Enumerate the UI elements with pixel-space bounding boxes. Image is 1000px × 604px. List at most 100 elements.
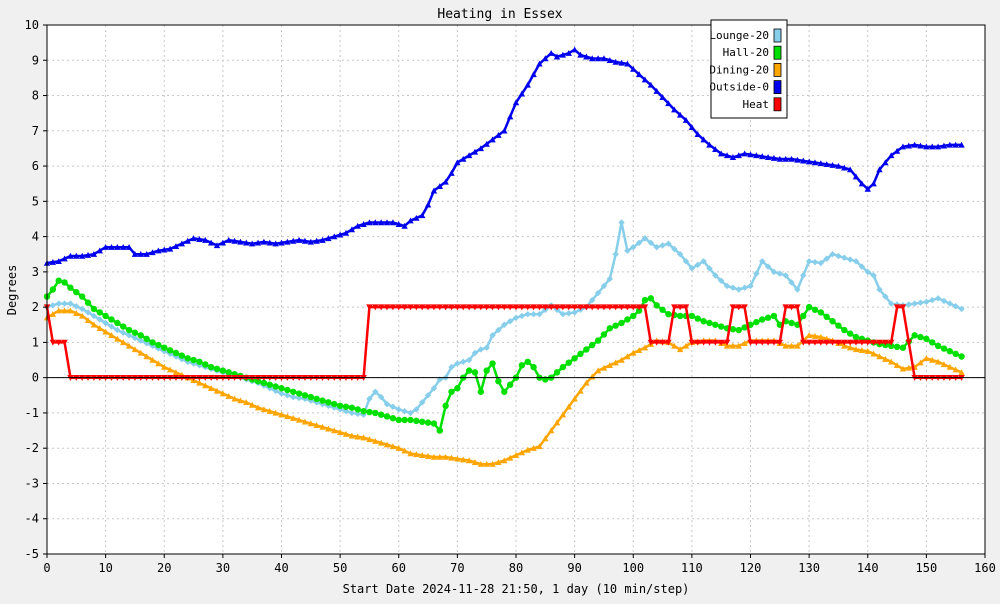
- data-point: [841, 339, 848, 346]
- data-point: [442, 453, 449, 460]
- data-point: [325, 425, 332, 432]
- data-point: [899, 304, 907, 311]
- data-point: [184, 355, 191, 362]
- data-point: [102, 243, 109, 250]
- data-point: [852, 173, 860, 180]
- data-point: [618, 356, 625, 363]
- data-point: [366, 408, 373, 416]
- data-point: [630, 65, 637, 72]
- data-point: [436, 427, 443, 434]
- data-point: [319, 397, 326, 404]
- data-point: [817, 339, 825, 346]
- data-point: [952, 366, 959, 373]
- data-point: [659, 339, 666, 346]
- series-dining-20: [43, 307, 965, 467]
- data-point: [225, 369, 232, 376]
- data-point: [876, 166, 883, 173]
- data-point: [524, 310, 531, 318]
- data-point: [489, 332, 496, 339]
- y-tick-label: 8: [32, 89, 39, 103]
- data-point: [553, 304, 561, 311]
- data-point: [735, 342, 742, 349]
- data-point: [717, 323, 725, 330]
- data-point: [348, 409, 356, 417]
- data-point: [905, 301, 912, 308]
- data-point: [442, 304, 449, 311]
- data-point: [248, 401, 256, 408]
- data-point: [846, 344, 854, 351]
- data-point: [612, 322, 619, 329]
- data-point: [647, 339, 655, 346]
- data-point: [659, 94, 666, 100]
- data-point: [125, 326, 133, 334]
- data-point: [729, 284, 737, 291]
- data-point: [600, 282, 608, 290]
- data-point: [635, 71, 643, 78]
- data-point: [882, 355, 889, 362]
- data-point: [817, 333, 825, 340]
- data-point: [788, 279, 795, 286]
- data-point: [940, 142, 948, 149]
- data-point: [770, 312, 778, 320]
- data-point: [577, 350, 584, 358]
- data-point: [800, 339, 807, 346]
- data-point: [465, 152, 473, 159]
- data-point: [67, 284, 74, 291]
- data-point: [290, 393, 297, 401]
- y-axis-label: Degrees: [5, 265, 19, 316]
- data-point: [776, 270, 784, 277]
- data-point: [753, 339, 760, 346]
- data-point: [735, 326, 742, 334]
- data-point: [671, 304, 678, 311]
- data-point: [495, 132, 502, 138]
- data-point: [489, 304, 496, 311]
- data-point: [717, 277, 725, 284]
- data-point: [301, 392, 309, 399]
- data-point: [55, 277, 62, 284]
- data-point: [266, 239, 273, 246]
- data-point: [290, 415, 297, 421]
- data-point: [413, 406, 420, 413]
- data-point: [96, 247, 103, 254]
- data-point: [929, 339, 936, 346]
- legend-swatch: [773, 80, 782, 94]
- data-point: [319, 423, 326, 430]
- data-point: [823, 313, 830, 321]
- data-point: [694, 339, 701, 346]
- data-point: [589, 296, 596, 304]
- data-point: [90, 312, 98, 320]
- data-point: [712, 272, 719, 279]
- data-point: [424, 201, 432, 208]
- data-point: [688, 265, 696, 272]
- data-point: [383, 219, 391, 226]
- data-point: [946, 348, 954, 355]
- data-point: [225, 392, 232, 399]
- data-point: [78, 305, 86, 313]
- data-point: [524, 81, 531, 88]
- data-point: [161, 246, 168, 253]
- data-point: [454, 360, 461, 367]
- data-point: [243, 239, 250, 246]
- data-point: [559, 51, 567, 58]
- data-point: [618, 304, 625, 311]
- data-point: [471, 369, 479, 376]
- data-point: [934, 342, 942, 350]
- data-point: [219, 367, 227, 374]
- data-point: [61, 279, 68, 286]
- data-point: [342, 403, 350, 410]
- data-point: [934, 295, 942, 302]
- data-point: [383, 413, 391, 420]
- data-point: [108, 316, 115, 323]
- data-point: [196, 236, 203, 242]
- data-point: [712, 339, 719, 346]
- x-tick-label: 120: [740, 561, 762, 575]
- data-point: [905, 339, 912, 346]
- data-point: [612, 359, 619, 366]
- data-point: [676, 312, 684, 320]
- legend: Lounge-20 Hall-20 Dining-20 Outside-0 Heat: [709, 19, 788, 119]
- y-tick-label: -3: [25, 476, 39, 490]
- data-point: [589, 55, 596, 62]
- data-point: [764, 314, 772, 321]
- data-point: [90, 251, 98, 257]
